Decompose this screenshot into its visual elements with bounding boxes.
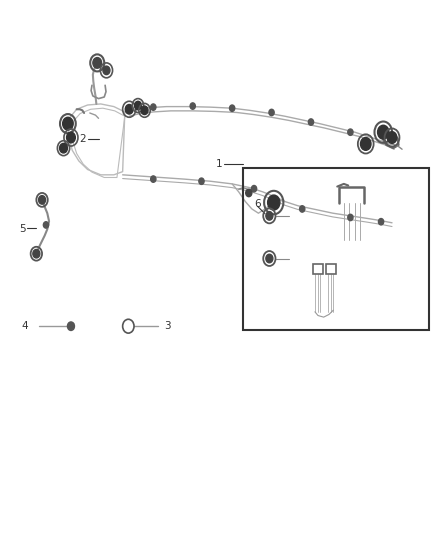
Circle shape (266, 212, 273, 220)
Circle shape (151, 176, 156, 182)
Circle shape (60, 143, 67, 153)
Text: 2: 2 (79, 134, 85, 143)
Circle shape (125, 104, 133, 114)
Circle shape (43, 222, 49, 228)
Circle shape (103, 66, 110, 75)
Circle shape (268, 195, 280, 210)
Circle shape (190, 103, 195, 109)
Text: 4: 4 (22, 321, 28, 331)
Bar (243, 168, 429, 330)
Circle shape (134, 101, 141, 110)
Circle shape (230, 105, 235, 111)
Circle shape (141, 106, 148, 115)
Circle shape (67, 132, 75, 143)
Circle shape (93, 58, 102, 68)
Bar (313, 264, 323, 274)
Circle shape (348, 214, 353, 221)
Text: 3: 3 (164, 321, 171, 331)
Circle shape (63, 117, 73, 130)
Circle shape (348, 129, 353, 135)
Text: 6: 6 (254, 199, 261, 209)
Text: 5: 5 (19, 224, 25, 234)
Circle shape (378, 219, 384, 225)
Circle shape (308, 119, 314, 125)
Circle shape (251, 185, 257, 192)
Circle shape (199, 178, 204, 184)
Circle shape (67, 322, 74, 330)
Circle shape (39, 196, 46, 204)
Circle shape (151, 104, 156, 110)
Circle shape (300, 206, 305, 212)
Circle shape (33, 249, 40, 258)
Circle shape (269, 109, 274, 116)
Circle shape (360, 138, 371, 150)
Circle shape (246, 189, 252, 197)
Circle shape (378, 125, 389, 139)
Bar (326, 264, 336, 274)
Circle shape (387, 132, 397, 143)
Text: 1: 1 (216, 159, 223, 169)
Circle shape (266, 254, 273, 263)
